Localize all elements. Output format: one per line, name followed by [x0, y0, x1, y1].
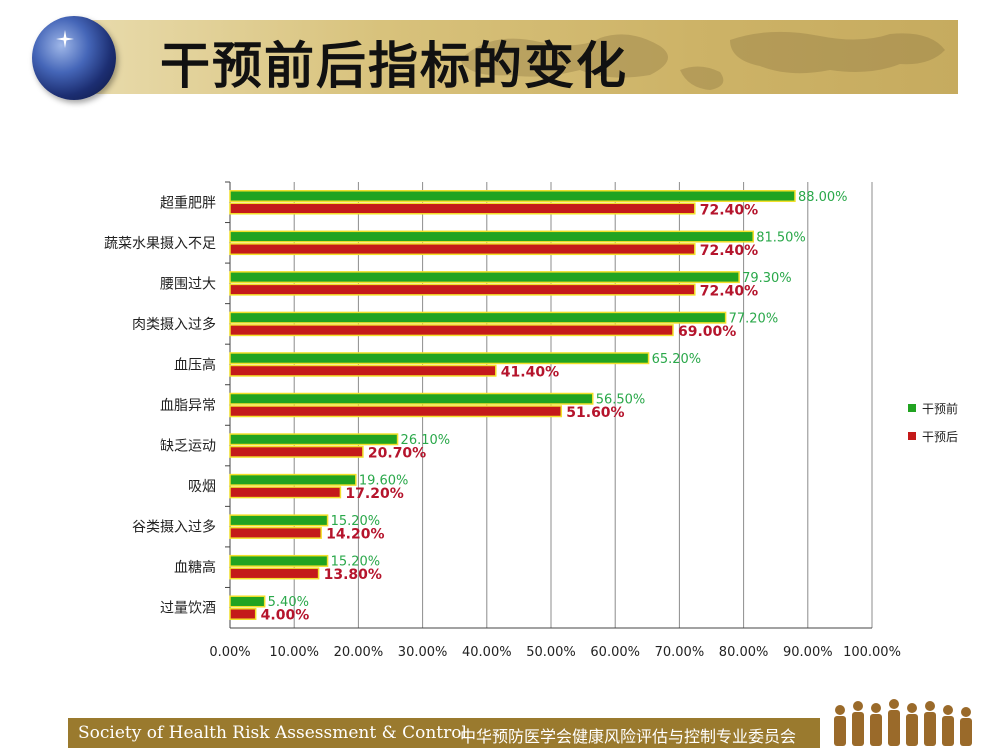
footer-society-cn: 中华预防医学会健康风险评估与控制专业委员会: [460, 727, 797, 746]
data-label-after: 20.70%: [368, 446, 426, 462]
bar-before: [229, 554, 329, 567]
data-label-after: 17.20%: [345, 486, 403, 502]
data-label-before: 65.20%: [652, 352, 702, 367]
category-label: 肉类摄入过多: [132, 316, 216, 333]
data-label-after: 4.00%: [261, 608, 310, 624]
title-banner: [70, 20, 958, 94]
bar-after: [229, 405, 563, 418]
bar-after: [229, 445, 364, 458]
bar-after: [229, 324, 674, 337]
category-label: 血糖高: [174, 559, 216, 576]
legend-swatch-after: [908, 432, 916, 440]
page-title: 干预前后指标的变化: [160, 37, 628, 95]
footer-society-en: Society of Health Risk Assessment & Cont…: [78, 723, 467, 743]
bar-before: [229, 230, 754, 243]
data-label-before: 56.50%: [596, 393, 646, 408]
world-map-decoration: [460, 31, 945, 90]
bar-after: [229, 567, 320, 580]
x-tick-label: 60.00%: [590, 645, 640, 660]
bar-after: [229, 364, 497, 377]
data-label-before: 81.50%: [756, 230, 806, 245]
footer-bar: Society of Health Risk Assessment & Cont…: [68, 718, 820, 748]
bar-after: [229, 243, 696, 256]
legend-label-before: 干预前: [922, 401, 958, 416]
category-label: 过量饮酒: [160, 601, 216, 617]
bar-before: [229, 433, 399, 446]
category-label: 腰围过大: [160, 276, 216, 292]
bar-before: [229, 392, 594, 405]
data-label-before: 19.60%: [359, 474, 409, 489]
data-label-before: 5.40%: [268, 595, 309, 610]
bar-before: [229, 311, 727, 324]
category-label: 血脂异常: [160, 398, 216, 414]
data-label-before: 26.10%: [401, 433, 451, 448]
data-label-after: 14.20%: [326, 527, 384, 543]
bar-before: [229, 190, 796, 203]
globe-logo: [32, 16, 116, 100]
data-label-before: 15.20%: [331, 555, 381, 570]
data-label-before: 15.20%: [331, 514, 381, 529]
data-label-before: 77.20%: [729, 311, 779, 326]
data-label-before: 88.00%: [798, 190, 848, 205]
bar-before: [229, 352, 650, 365]
category-label: 血压高: [174, 356, 216, 373]
bar-before: [229, 595, 266, 608]
legend-label-after: 干预后: [922, 430, 958, 444]
data-label-before: 79.30%: [742, 271, 792, 286]
bar-after: [229, 202, 696, 215]
x-tick-label: 50.00%: [526, 645, 576, 660]
category-label: 蔬菜水果摄入不足: [104, 236, 216, 252]
bar-after: [229, 607, 257, 620]
category-label: 缺乏运动: [160, 439, 216, 455]
x-tick-label: 100.00%: [843, 645, 901, 660]
data-label-after: 72.40%: [700, 202, 758, 218]
legend-swatch-before: [908, 404, 916, 412]
data-label-after: 69.00%: [678, 324, 736, 340]
data-label-after: 51.60%: [566, 405, 624, 421]
category-label: 超重肥胖: [160, 195, 216, 211]
x-tick-label: 40.00%: [462, 645, 512, 660]
star-icon: [56, 30, 74, 48]
x-tick-label: 20.00%: [334, 645, 384, 660]
bar-after: [229, 486, 342, 499]
bar-before: [229, 473, 357, 486]
x-tick-label: 70.00%: [655, 645, 705, 660]
x-tick-label: 90.00%: [783, 645, 833, 660]
data-label-after: 13.80%: [324, 567, 382, 583]
data-label-after: 72.40%: [700, 243, 758, 259]
bar-after: [229, 283, 696, 296]
data-label-after: 41.40%: [501, 364, 559, 380]
category-label: 谷类摄入过多: [132, 519, 216, 536]
bar-after: [229, 526, 322, 539]
people-logo-icon: [834, 699, 972, 746]
x-tick-label: 30.00%: [398, 645, 448, 660]
x-tick-label: 0.00%: [209, 645, 250, 660]
data-label-after: 72.40%: [700, 283, 758, 299]
category-label: 吸烟: [188, 479, 216, 495]
x-tick-label: 10.00%: [269, 645, 319, 660]
x-tick-label: 80.00%: [719, 645, 769, 660]
bar-before: [229, 271, 740, 284]
bar-before: [229, 514, 329, 527]
